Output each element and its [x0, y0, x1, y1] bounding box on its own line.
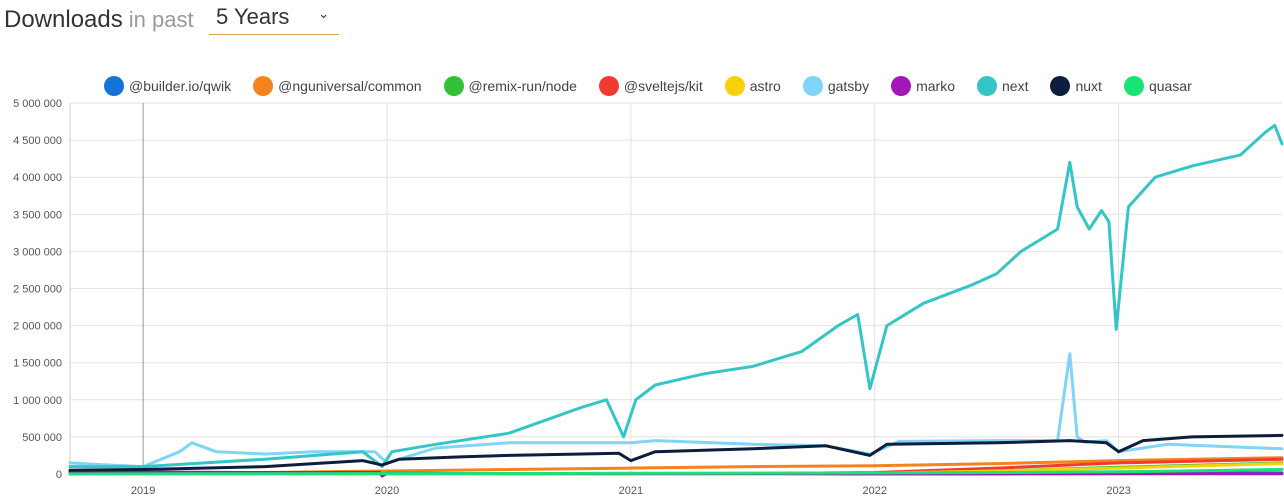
y-tick-label: 4 500 000 — [13, 135, 62, 147]
y-tick-label: 2 500 000 — [13, 284, 62, 296]
y-tick-label: 1 000 000 — [13, 395, 62, 407]
y-tick-label: 3 000 000 — [13, 246, 62, 258]
series-line-next — [70, 125, 1282, 466]
y-tick-label: 1 500 000 — [13, 358, 62, 370]
y-tick-label: 3 500 000 — [13, 209, 62, 221]
y-tick-label: 5 000 000 — [13, 98, 62, 110]
x-tick-label: 2019 — [131, 485, 155, 497]
y-tick-label: 2 000 000 — [13, 321, 62, 333]
x-tick-label: 2022 — [863, 485, 887, 497]
x-tick-label: 2021 — [619, 485, 643, 497]
y-tick-label: 500 000 — [22, 432, 62, 444]
y-tick-label: 4 000 000 — [13, 172, 62, 184]
y-tick-label: 0 — [56, 469, 62, 481]
x-tick-label: 2023 — [1106, 485, 1130, 497]
x-tick-label: 2020 — [375, 485, 399, 497]
